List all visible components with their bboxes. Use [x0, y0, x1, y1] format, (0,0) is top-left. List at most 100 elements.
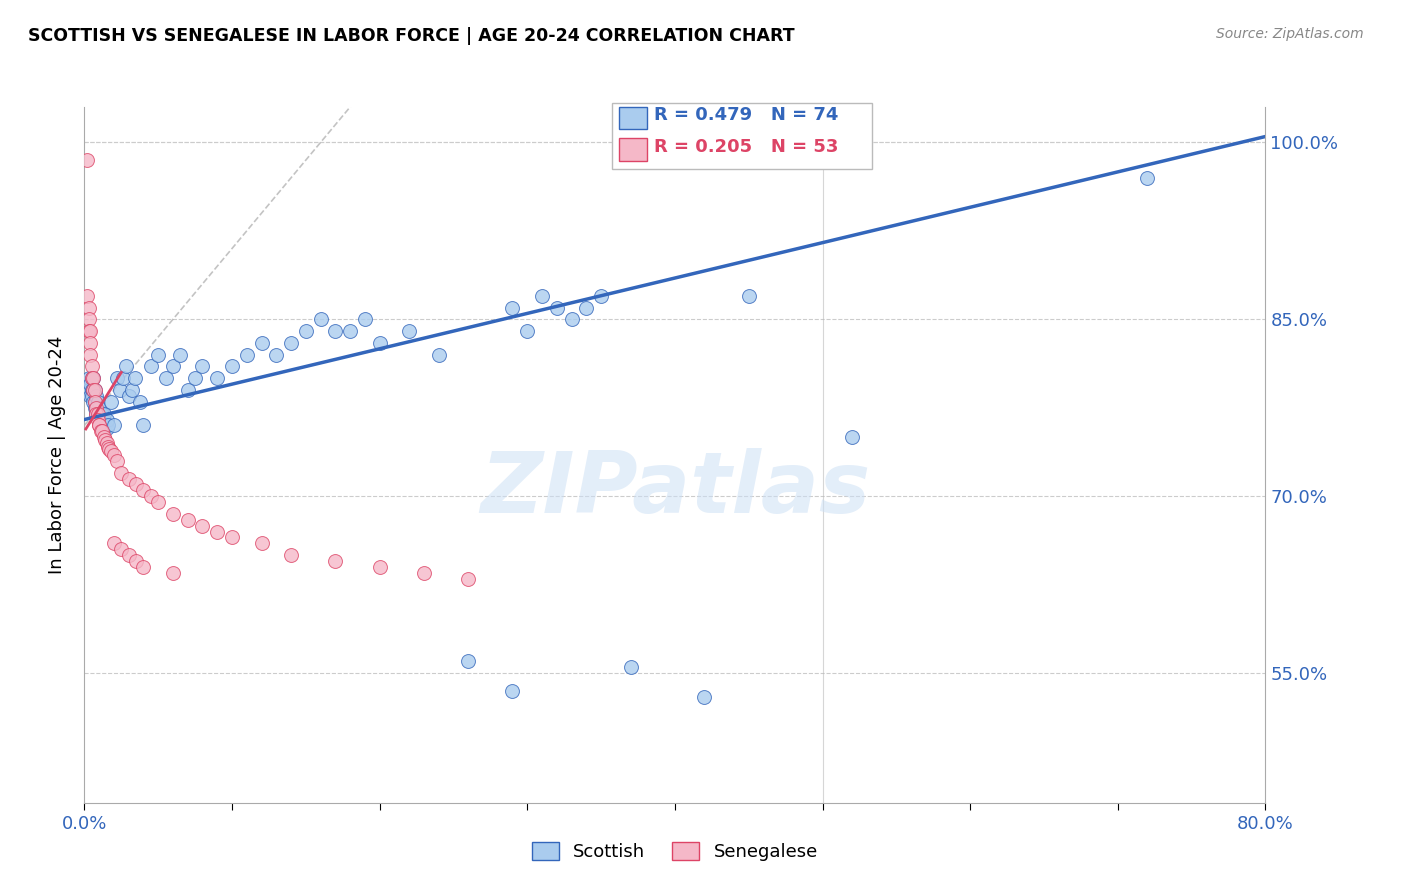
Point	[84, 401, 107, 415]
Point	[80, 371, 103, 385]
Point	[84, 389, 107, 403]
Point	[139, 489, 162, 503]
Point	[139, 359, 162, 374]
Point	[100, 395, 122, 409]
Point	[221, 359, 243, 374]
Point	[427, 348, 450, 362]
Point	[398, 324, 420, 338]
Point	[339, 324, 361, 338]
Y-axis label: In Labor Force | Age 20-24: In Labor Force | Age 20-24	[48, 335, 66, 574]
Point	[91, 418, 114, 433]
Point	[118, 389, 141, 403]
Point	[84, 401, 107, 415]
Point	[132, 418, 155, 433]
Point	[191, 359, 214, 374]
Point	[501, 683, 523, 698]
Point	[86, 412, 108, 426]
Point	[96, 436, 118, 450]
Point	[457, 572, 479, 586]
Point	[148, 495, 170, 509]
Point	[94, 433, 117, 447]
Legend: Scottish, Senegalese: Scottish, Senegalese	[523, 833, 827, 871]
Point	[83, 383, 105, 397]
Point	[354, 312, 377, 326]
Point	[125, 477, 148, 491]
Point	[77, 371, 100, 385]
Point	[87, 407, 111, 421]
Point	[77, 312, 100, 326]
Point	[82, 395, 104, 409]
Point	[77, 324, 100, 338]
Point	[280, 548, 302, 562]
Point	[103, 448, 125, 462]
Point	[118, 548, 141, 562]
Point	[86, 407, 108, 421]
Point	[79, 324, 101, 338]
Point	[125, 554, 148, 568]
Point	[90, 425, 112, 439]
Point	[87, 418, 111, 433]
Point	[80, 359, 103, 374]
Point	[738, 289, 761, 303]
Point	[207, 371, 229, 385]
Point	[82, 383, 104, 397]
Point	[546, 301, 568, 315]
Point	[83, 401, 105, 415]
Point	[82, 371, 104, 385]
Point	[457, 654, 479, 668]
Point	[105, 454, 128, 468]
Point	[105, 371, 128, 385]
Text: R = 0.205   N = 53: R = 0.205 N = 53	[654, 138, 838, 156]
Text: Source: ZipAtlas.com: Source: ZipAtlas.com	[1216, 27, 1364, 41]
Point	[108, 383, 131, 397]
Point	[90, 412, 112, 426]
Point	[77, 383, 100, 397]
Point	[250, 536, 273, 550]
Point	[155, 371, 177, 385]
Point	[221, 531, 243, 545]
Point	[162, 507, 184, 521]
Point	[110, 466, 132, 480]
Point	[86, 407, 108, 421]
Point	[309, 312, 332, 326]
Point	[501, 301, 523, 315]
Point	[620, 660, 643, 674]
Point	[250, 335, 273, 350]
Point	[111, 371, 134, 385]
Point	[83, 383, 105, 397]
Point	[96, 412, 118, 426]
Point	[132, 560, 155, 574]
Point	[79, 335, 101, 350]
Point	[162, 359, 184, 374]
Point	[413, 566, 436, 580]
Point	[266, 348, 288, 362]
Point	[90, 407, 112, 421]
Point	[561, 312, 583, 326]
Text: R = 0.479   N = 74: R = 0.479 N = 74	[654, 106, 838, 124]
Point	[97, 418, 120, 433]
Point	[77, 301, 100, 315]
Point	[87, 418, 111, 433]
Point	[591, 289, 613, 303]
Point	[841, 430, 863, 444]
Point	[575, 301, 598, 315]
Point	[103, 536, 125, 550]
Point	[80, 389, 103, 403]
Point	[82, 383, 104, 397]
Point	[124, 371, 146, 385]
Point	[184, 371, 207, 385]
Point	[100, 444, 122, 458]
Point	[84, 407, 107, 421]
Point	[693, 690, 716, 704]
Point	[91, 425, 114, 439]
Point	[76, 289, 98, 303]
Point	[129, 395, 152, 409]
Point	[368, 560, 391, 574]
Point	[79, 377, 101, 392]
Point	[86, 395, 108, 409]
Point	[94, 418, 117, 433]
Text: ZIPatlas: ZIPatlas	[479, 448, 870, 532]
Point	[82, 371, 104, 385]
Point	[83, 395, 105, 409]
Point	[169, 348, 191, 362]
